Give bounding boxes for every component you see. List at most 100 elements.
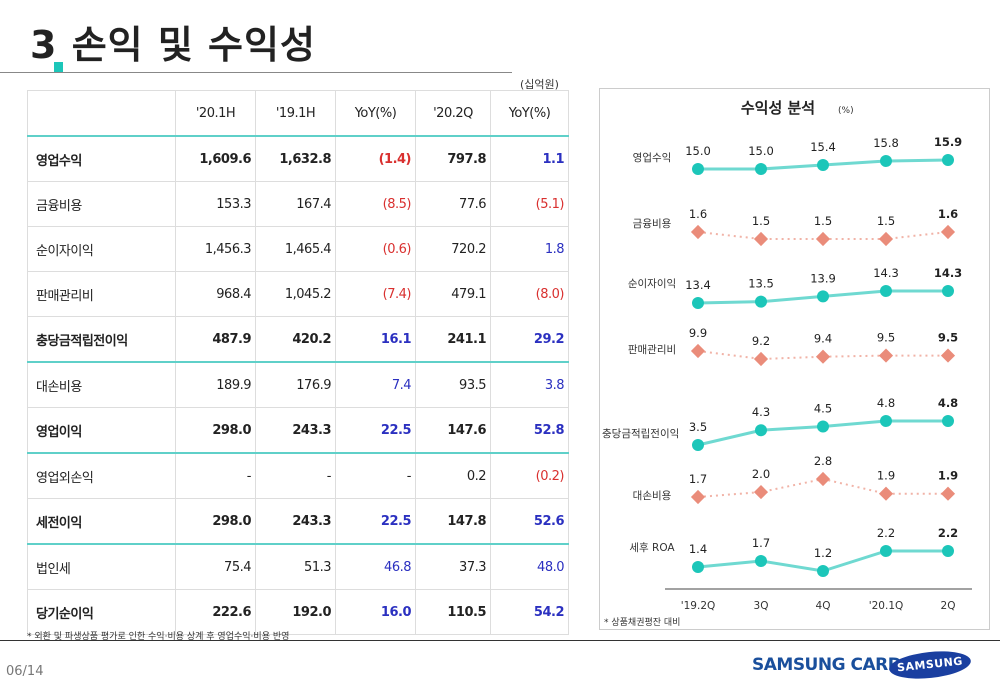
cell-value: 176.9	[255, 361, 336, 408]
brand-name: SAMSUNG CARD	[752, 655, 902, 675]
cell-value: 1,465.4	[255, 226, 336, 272]
column-header: YoY(%)	[490, 90, 569, 137]
cell-value: 1,456.3	[175, 226, 256, 272]
data-point-diamond	[815, 349, 831, 364]
data-label: 9.4	[814, 332, 832, 346]
cell-value: 54.2	[490, 589, 569, 635]
cell-value: (8.5)	[335, 181, 416, 227]
chart-footnote: * 상품채권평잔 대비	[604, 616, 680, 628]
table-header-row: '20.1H '19.1H YoY(%) '20.2Q YoY(%)	[27, 90, 569, 137]
column-header: YoY(%)	[335, 90, 416, 137]
data-point-diamond	[940, 224, 956, 240]
data-label: 14.3	[873, 266, 899, 280]
data-label: 13.4	[685, 278, 711, 292]
table-row: 대손비용 189.9 176.9 7.4 93.5 3.8	[27, 361, 569, 408]
data-label: 14.3	[934, 266, 962, 280]
series-label: 금융비용	[633, 218, 672, 230]
cell-value: 479.1	[415, 271, 491, 317]
cell-value: 16.1	[335, 316, 416, 363]
data-point-diamond	[690, 489, 706, 505]
data-point-diamond	[940, 348, 956, 363]
cell-value: (7.4)	[335, 271, 416, 317]
data-label: 2.2	[938, 526, 958, 540]
cell-value: 153.3	[175, 181, 256, 227]
row-label: 영업외손익	[27, 452, 176, 499]
data-label: 15.0	[685, 144, 711, 158]
series-label: 세후 ROA	[629, 542, 675, 554]
data-point-diamond	[753, 231, 769, 247]
data-point-circle	[692, 439, 704, 451]
data-label: 1.9	[938, 469, 958, 483]
data-label: 13.9	[810, 271, 836, 285]
data-label: 1.9	[877, 469, 895, 483]
series-label: 판매관리비	[628, 344, 676, 356]
cell-value: 110.5	[415, 589, 491, 635]
data-label: 15.4	[810, 140, 836, 154]
cell-value: 167.4	[255, 181, 336, 227]
page-title: 3 손익 및 수익성	[30, 14, 316, 69]
profitability-chart: 수익성 분석 (%) 영업수익 15.0 15.0 15.4 15.8 15.9 금융비용 1.6…	[602, 99, 972, 628]
cell-value: (1.4)	[335, 135, 416, 182]
data-point-circle	[692, 297, 704, 309]
data-label: 9.5	[938, 331, 958, 345]
series-label: 영업수익	[633, 151, 672, 164]
table-footnote: * 외환 및 파생상품 평가로 인한 수익·비용 상계 후 영업수익·비용 반영	[27, 632, 290, 642]
page-number: 06/14	[6, 664, 44, 679]
table-row: 금융비용 153.3 167.4 (8.5) 77.6 (5.1)	[27, 181, 569, 227]
cell-value: 487.9	[175, 316, 256, 363]
column-header: '20.1H	[175, 90, 256, 137]
cell-value: 1,632.8	[255, 135, 336, 182]
column-header: '19.1H	[255, 90, 336, 137]
cell-value: 52.8	[490, 407, 569, 454]
data-point-circle	[692, 163, 704, 175]
x-tick-label: '20.1Q	[869, 600, 904, 612]
cell-value: 7.4	[335, 361, 416, 408]
table-row: 당기순이익 222.6 192.0 16.0 110.5 54.2	[27, 589, 569, 635]
data-point-circle	[817, 159, 829, 171]
x-tick-label: '19.2Q	[681, 600, 716, 612]
footer-divider	[0, 640, 1000, 641]
cell-value: 29.2	[490, 316, 569, 363]
data-point-circle	[942, 545, 954, 557]
cell-value: 147.8	[415, 498, 491, 545]
row-label: 영업이익	[27, 407, 176, 454]
data-point-diamond	[815, 231, 831, 247]
data-point-circle	[942, 154, 954, 166]
column-header: '20.2Q	[415, 90, 491, 137]
cell-value: 243.3	[255, 407, 336, 454]
cell-value: 77.6	[415, 181, 491, 227]
title-divider	[0, 72, 512, 73]
cell-value: 420.2	[255, 316, 336, 363]
data-label: 9.9	[689, 326, 707, 340]
cell-value: 298.0	[175, 407, 256, 454]
cell-value: 192.0	[255, 589, 336, 635]
row-label: 금융비용	[27, 181, 176, 227]
data-label: 2.8	[814, 454, 832, 468]
cell-value: (0.6)	[335, 226, 416, 272]
row-label: 순이자이익	[27, 226, 176, 272]
cell-value: 147.6	[415, 407, 491, 454]
table-row: 판매관리비 968.4 1,045.2 (7.4) 479.1 (8.0)	[27, 271, 569, 317]
table-row: 순이자이익 1,456.3 1,465.4 (0.6) 720.2 1.8	[27, 226, 569, 272]
row-label: 판매관리비	[27, 271, 176, 317]
data-point-circle	[880, 285, 892, 297]
data-label: 4.5	[814, 402, 832, 416]
cell-value: 1.1	[490, 135, 569, 182]
data-point-diamond	[940, 486, 956, 501]
series-line	[697, 350, 948, 361]
data-label: 1.5	[752, 214, 770, 228]
cell-value: 22.5	[335, 498, 416, 545]
data-label: 15.8	[873, 136, 899, 150]
table-row: 충당금적립전이익 487.9 420.2 16.1 241.1 29.2	[27, 316, 569, 363]
cell-value: 298.0	[175, 498, 256, 545]
data-point-circle	[880, 415, 892, 427]
data-point-circle	[692, 561, 704, 573]
cell-value: 243.3	[255, 498, 336, 545]
data-label: 9.5	[877, 331, 895, 345]
cell-value: 1.8	[490, 226, 569, 272]
income-table: '20.1H '19.1H YoY(%) '20.2Q YoY(%) 영업수익 1,609…	[27, 90, 569, 635]
data-point-circle	[817, 420, 829, 433]
data-label: 4.8	[938, 396, 958, 410]
cell-value: 37.3	[415, 543, 491, 590]
